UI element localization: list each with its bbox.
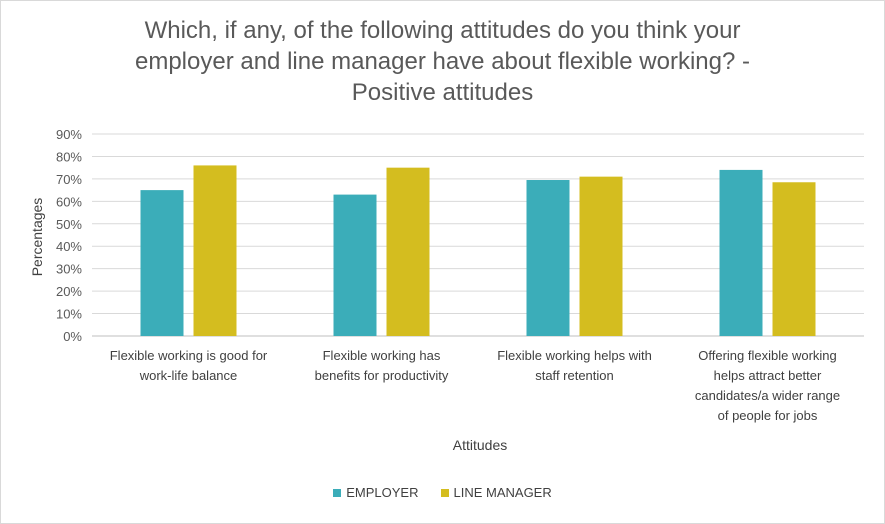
legend-item-employer: EMPLOYER [333, 485, 419, 500]
y-tick-label: 80% [56, 149, 82, 164]
y-tick-label: 70% [56, 172, 82, 187]
x-tick-label: Flexible working is good for work-life ba… [110, 348, 268, 383]
chart-title-line: Which, if any, of the following attitude… [144, 17, 741, 44]
bar-employer [526, 180, 570, 336]
legend: EMPLOYER LINE MANAGER [0, 485, 885, 500]
y-tick-label: 50% [56, 217, 82, 232]
y-tick-label: 30% [56, 262, 82, 277]
x-tick-label: Flexible working helps with staff retenti… [497, 348, 652, 383]
bar-line-manager [386, 167, 430, 336]
y-tick-label: 90% [56, 127, 82, 142]
bar-line-manager [772, 182, 816, 336]
legend-swatch [333, 488, 342, 497]
x-tick-label: Flexible working has benefits for product… [315, 348, 449, 383]
y-tick-label: 10% [56, 307, 82, 322]
y-tick-label: 20% [56, 284, 82, 299]
chart-title-line: Positive attitudes [351, 79, 534, 106]
y-tick-label: 0% [63, 329, 82, 344]
chart-title: Which, if any, of the following attitude… [60, 15, 825, 108]
y-tick-label: 60% [56, 194, 82, 209]
legend-swatch [440, 488, 449, 497]
legend-label: EMPLOYER [346, 485, 419, 500]
y-tick-label: 40% [56, 239, 82, 254]
bar-employer [140, 190, 184, 336]
bar-line-manager [193, 165, 237, 336]
chart-title-line: employer and line manager have about fle… [134, 48, 751, 75]
x-tick-label: Offering flexible working helps attract b… [695, 348, 840, 423]
y-axis-title-text: Percentages [29, 197, 45, 277]
bar-employer [333, 194, 377, 336]
bar-line-manager [579, 176, 623, 336]
x-axis-title: Attitudes [452, 437, 508, 453]
legend-item-line-manager: LINE MANAGER [440, 485, 552, 500]
bar-employer [719, 169, 763, 336]
legend-label: LINE MANAGER [453, 485, 552, 500]
